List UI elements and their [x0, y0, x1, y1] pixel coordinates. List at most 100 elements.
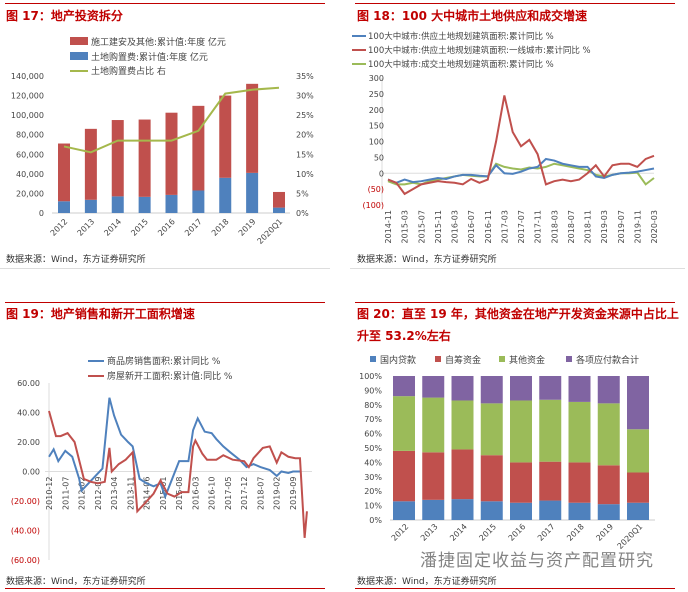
- bar-land: [219, 177, 232, 213]
- series-line: [48, 410, 308, 538]
- x-tick-label: 2019: [237, 217, 258, 238]
- y-tick-label: 250: [369, 90, 384, 99]
- stacked-bar-segment: [597, 465, 620, 505]
- legend-label: 土地购置费:累计值:年度 亿元: [91, 51, 208, 63]
- panel-3-title: 图 19：地产销售和新开工面积增速: [6, 307, 195, 321]
- bar-construction: [192, 105, 205, 191]
- ratio-line: [63, 86, 280, 154]
- y-tick-label: (60.00): [11, 556, 40, 565]
- panel-2-title: 图 18：100 大中城市土地供应和成交增速: [357, 9, 588, 23]
- stacked-bar-segment: [568, 376, 591, 402]
- legend-label: 土地购置费占比 右: [91, 65, 166, 77]
- bar-land: [273, 207, 285, 213]
- stacked-bar-segment: [422, 397, 445, 453]
- legend-label: 施工建安及其他:累计值:年度 亿元: [91, 36, 226, 48]
- y-tick-label: 50%: [364, 444, 382, 453]
- x-tick-label: 2017-03: [500, 210, 509, 243]
- y-tick-label: (20.00): [11, 497, 40, 506]
- y-tick-label: 0: [39, 209, 44, 218]
- stacked-bar-segment: [480, 501, 503, 520]
- panel-1-title: 图 17：地产投资拆分: [6, 9, 123, 23]
- y-tick-label: 40.00: [17, 409, 40, 418]
- stacked-bar-segment: [539, 461, 562, 501]
- x-tick-label: 2017-05: [224, 477, 233, 510]
- y-right-tick-label: 0%: [296, 209, 309, 218]
- x-tick-label: 2017-11: [534, 210, 543, 243]
- x-tick-label: 2017: [536, 522, 557, 543]
- y-tick-label: 80,000: [16, 131, 44, 140]
- x-tick-label: 2019-02: [273, 477, 282, 510]
- legend-label: 100大中城市:供应土地规划建筑面积:累计同比 %: [368, 31, 554, 42]
- y-tick-label: 60,000: [16, 150, 44, 159]
- x-tick-label: 2013: [76, 217, 97, 238]
- stacked-bar-segment: [480, 376, 503, 404]
- stacked-bar-segment: [393, 450, 415, 502]
- x-tick-label: 2010-12: [45, 477, 54, 510]
- bar-construction: [165, 112, 178, 195]
- stacked-bar-segment: [510, 462, 532, 503]
- stacked-bar-segment: [451, 499, 474, 520]
- legend-label: 国内贷款: [380, 354, 416, 366]
- y-tick-label: 0.00: [22, 468, 40, 477]
- bar-land: [165, 194, 178, 213]
- y-right-tick-label: 35%: [296, 72, 314, 81]
- x-tick-label: 2018-07: [256, 477, 265, 510]
- series-line: [387, 157, 655, 184]
- bar-land: [58, 201, 70, 213]
- legend-swatch: [499, 356, 505, 362]
- stacked-bar-segment: [627, 376, 649, 430]
- y-tick-label: 100%: [359, 372, 382, 381]
- y-tick-label: 20.00: [17, 438, 40, 447]
- stacked-bar-segment: [510, 400, 532, 463]
- legend-label: 100大中城市:成交土地规划建筑面积:累计同比 %: [368, 59, 554, 70]
- stacked-bar-segment: [393, 396, 415, 451]
- panel-1-bottom-rule: [0, 268, 330, 269]
- y-right-tick-label: 20%: [296, 131, 314, 140]
- stacked-bar-segment: [451, 449, 474, 500]
- x-tick-label: 2012-09: [94, 477, 103, 510]
- y-tick-label: (100): [362, 201, 384, 210]
- bar-construction: [58, 143, 70, 202]
- stacked-bar-segment: [480, 403, 503, 456]
- x-tick-label: 2020Q1: [256, 217, 285, 246]
- stacked-bar-segment: [627, 502, 649, 520]
- stacked-bar-segment: [480, 455, 503, 502]
- panel-3-top-rule: [5, 302, 325, 303]
- bar-construction: [138, 119, 151, 197]
- stacked-bar-segment: [568, 401, 591, 463]
- stacked-bar-segment: [539, 399, 562, 462]
- x-tick-label: 2014: [448, 522, 469, 543]
- stacked-bar-segment: [422, 452, 445, 500]
- bar-land: [246, 172, 259, 213]
- y-right-tick-label: 25%: [296, 111, 314, 120]
- stacked-bar-segment: [539, 376, 562, 400]
- x-tick-label: 2019-07: [617, 210, 626, 243]
- panel-4-title: 图 20：直至 19 年，其他资金在地产开发资金来源中占比上: [357, 307, 679, 321]
- y-tick-label: 100,000: [11, 111, 44, 120]
- x-tick-label: 2015-11: [434, 210, 443, 243]
- stacked-bar-segment: [568, 462, 591, 503]
- bar-land: [138, 196, 151, 213]
- x-tick-label: 2019-03: [600, 210, 609, 243]
- y-tick-label: 70%: [364, 415, 382, 424]
- y-tick-label: 40%: [364, 458, 382, 467]
- stacked-bar-segment: [451, 400, 474, 450]
- stacked-bar-segment: [451, 376, 474, 401]
- panel-1-source: 数据来源：Wind，东方证券研究所: [6, 255, 146, 265]
- stacked-bar-segment: [422, 376, 445, 398]
- y-tick-label: 80%: [364, 401, 382, 410]
- legend-swatch: [566, 356, 572, 362]
- legend-swatch: [70, 37, 88, 45]
- y-right-tick-label: 10%: [296, 170, 314, 179]
- y-right-tick-label: 15%: [296, 150, 314, 159]
- bar-construction: [273, 191, 285, 208]
- bar-land: [84, 199, 97, 213]
- y-tick-label: 60.00: [17, 379, 40, 388]
- legend-label: 各项应付款合计: [576, 354, 639, 366]
- bar-land: [192, 190, 205, 213]
- y-tick-label: 0: [379, 169, 384, 178]
- series-line: [48, 397, 300, 500]
- x-tick-label: 2016: [507, 522, 528, 543]
- legend-swatch: [70, 52, 88, 60]
- x-tick-label: 2019-09: [289, 477, 298, 510]
